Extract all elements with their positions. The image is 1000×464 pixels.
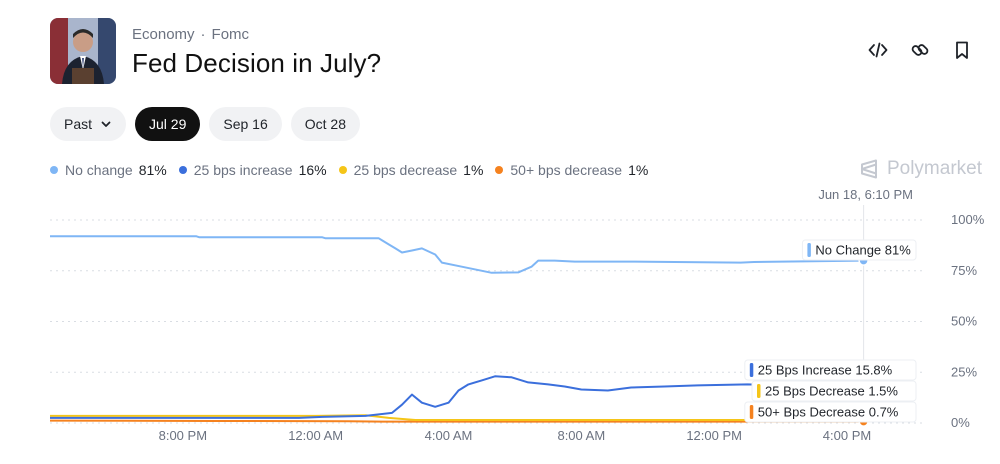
legend-item-25-bps-increase: 25 bps increase 16% bbox=[178, 162, 327, 178]
legend-label: 25 bps increase bbox=[193, 162, 293, 178]
header-actions bbox=[866, 38, 974, 62]
legend-value: 81% bbox=[138, 162, 167, 178]
breadcrumb-separator: · bbox=[200, 26, 206, 43]
series-end-label: 25 Bps Increase 15.8% bbox=[758, 363, 893, 378]
series-end-label-marker bbox=[749, 405, 754, 419]
series-end-label: 25 Bps Decrease 1.5% bbox=[765, 384, 898, 399]
series-line bbox=[49, 419, 864, 423]
legend-label: No change bbox=[65, 162, 133, 178]
series-line bbox=[50, 375, 864, 419]
embed-code-icon bbox=[868, 42, 888, 58]
breadcrumb-economy[interactable]: Economy bbox=[132, 26, 195, 43]
bookmark-button[interactable] bbox=[950, 38, 974, 62]
series-end-label-box bbox=[751, 380, 917, 402]
embed-code-button[interactable] bbox=[866, 38, 890, 62]
market-thumbnail-image bbox=[50, 18, 116, 84]
breadcrumb: Economy · Fomc bbox=[132, 26, 249, 43]
legend-item-25-bps-decrease: 25 bps decrease 1% bbox=[338, 162, 484, 178]
legend-item-50-bps-decrease: 50+ bps decrease 1% bbox=[495, 162, 648, 178]
x-tick-label: 4:00 AM bbox=[425, 428, 473, 443]
page-title: Fed Decision in July? bbox=[132, 48, 382, 78]
x-tick-label: 8:00 AM bbox=[557, 428, 605, 443]
series-end-label-box bbox=[744, 401, 917, 423]
tab-past[interactable]: Past bbox=[50, 107, 127, 141]
y-tick-label: 50% bbox=[951, 314, 977, 329]
legend-dot bbox=[50, 166, 58, 174]
legend-item-no-change: No change 81% bbox=[50, 162, 167, 178]
tab-oct-28[interactable]: Oct 28 bbox=[290, 107, 360, 141]
polymarket-logo: Polymarket bbox=[858, 158, 982, 180]
legend-value: 16% bbox=[298, 162, 327, 178]
tab-jul-29[interactable]: Jul 29 bbox=[135, 107, 201, 141]
series-end-label: No Change 81% bbox=[815, 243, 911, 258]
market-thumbnail bbox=[50, 18, 116, 84]
tab-sep-16[interactable]: Sep 16 bbox=[209, 107, 282, 141]
series-end-label: 50+ Bps Decrease 0.7% bbox=[758, 405, 899, 420]
legend-label: 50+ bps decrease bbox=[510, 162, 623, 178]
x-tick-label: 4:00 PM bbox=[823, 428, 871, 443]
y-tick-label: 0% bbox=[951, 415, 970, 430]
y-tick-label: 75% bbox=[951, 263, 977, 278]
legend-dot bbox=[178, 166, 187, 174]
series-end-label-marker bbox=[757, 384, 761, 398]
x-tick-label: 8:00 PM bbox=[159, 428, 207, 443]
chevron-down-icon bbox=[100, 118, 112, 130]
y-tick-label: 100% bbox=[951, 212, 985, 227]
series-end-label-marker bbox=[807, 243, 811, 257]
breadcrumb-fomc[interactable]: Fomc bbox=[211, 26, 250, 43]
copy-link-button[interactable] bbox=[908, 38, 932, 62]
series-end-label-box bbox=[801, 239, 917, 261]
series-end-label-box bbox=[744, 359, 917, 381]
tab-past-label: Past bbox=[64, 116, 93, 132]
brand-name: Polymarket bbox=[886, 158, 982, 179]
legend-value: 1% bbox=[463, 162, 484, 178]
legend-dot bbox=[495, 166, 504, 174]
legend-dot bbox=[338, 166, 347, 174]
series-end-label-marker bbox=[749, 363, 754, 377]
legend-label: 25 bps decrease bbox=[353, 162, 458, 178]
chart-timestamp: Jun 18, 6:10 PM bbox=[818, 187, 913, 202]
link-icon bbox=[911, 44, 929, 56]
x-tick-label: 12:00 AM bbox=[288, 428, 343, 443]
series-line bbox=[50, 235, 864, 274]
legend-value: 1% bbox=[628, 162, 649, 178]
y-tick-label: 25% bbox=[951, 364, 977, 379]
bookmark-icon bbox=[956, 41, 968, 59]
chart-legend: No change 81% 25 bps increase 16% 25 bps… bbox=[50, 162, 648, 178]
polymarket-icon bbox=[860, 159, 877, 179]
date-tabs: Past Jul 29 Sep 16 Oct 28 bbox=[50, 107, 360, 141]
x-tick-label: 12:00 PM bbox=[686, 428, 742, 443]
